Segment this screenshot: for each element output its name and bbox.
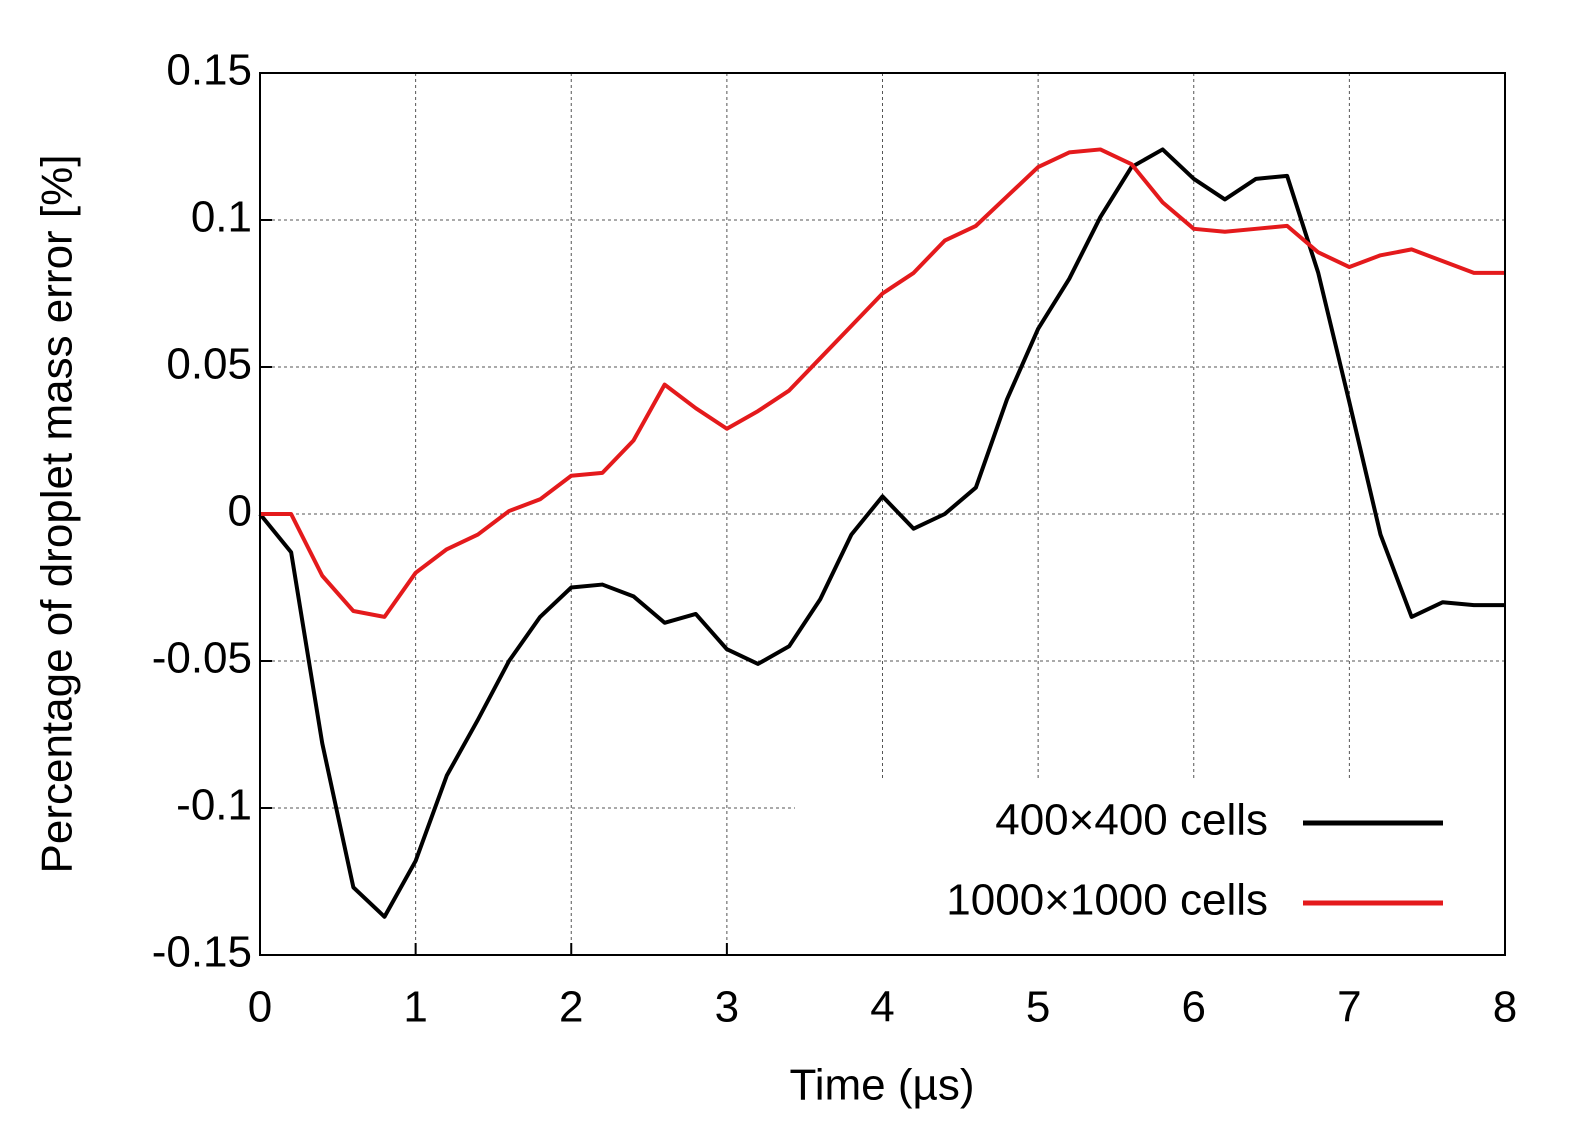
y-tick-label: 0 [228,487,252,536]
x-tick-label: 2 [559,983,583,1032]
x-tick-label: 3 [715,983,739,1032]
x-tick-label: 5 [1026,983,1050,1032]
x-tick-label: 6 [1182,983,1206,1032]
y-tick-label: -0.15 [152,928,252,977]
y-tick-label: 0.05 [166,340,252,389]
legend-label: 400×400 cells [995,796,1268,845]
series-line [258,147,1505,919]
y-tick-label: -0.1 [176,781,252,830]
x-tick-label: 7 [1337,983,1361,1032]
x-tick-label: 0 [248,983,272,1032]
legend-label: 1000×1000 cells [946,876,1268,925]
x-tick-label: 4 [870,983,894,1032]
legend-box [795,780,1504,954]
x-axis-label: Time (µs) [789,1061,974,1110]
plot-frame [259,72,1506,956]
x-tick-label: 8 [1493,983,1517,1032]
y-tick-label: -0.05 [152,634,252,683]
y-axis-label: Percentage of droplet mass error [%] [33,155,82,874]
y-tick-label: 0.15 [166,46,252,95]
x-tick-label: 1 [403,983,427,1032]
series-line [260,147,1505,619]
y-tick-label: 0.1 [191,193,252,242]
